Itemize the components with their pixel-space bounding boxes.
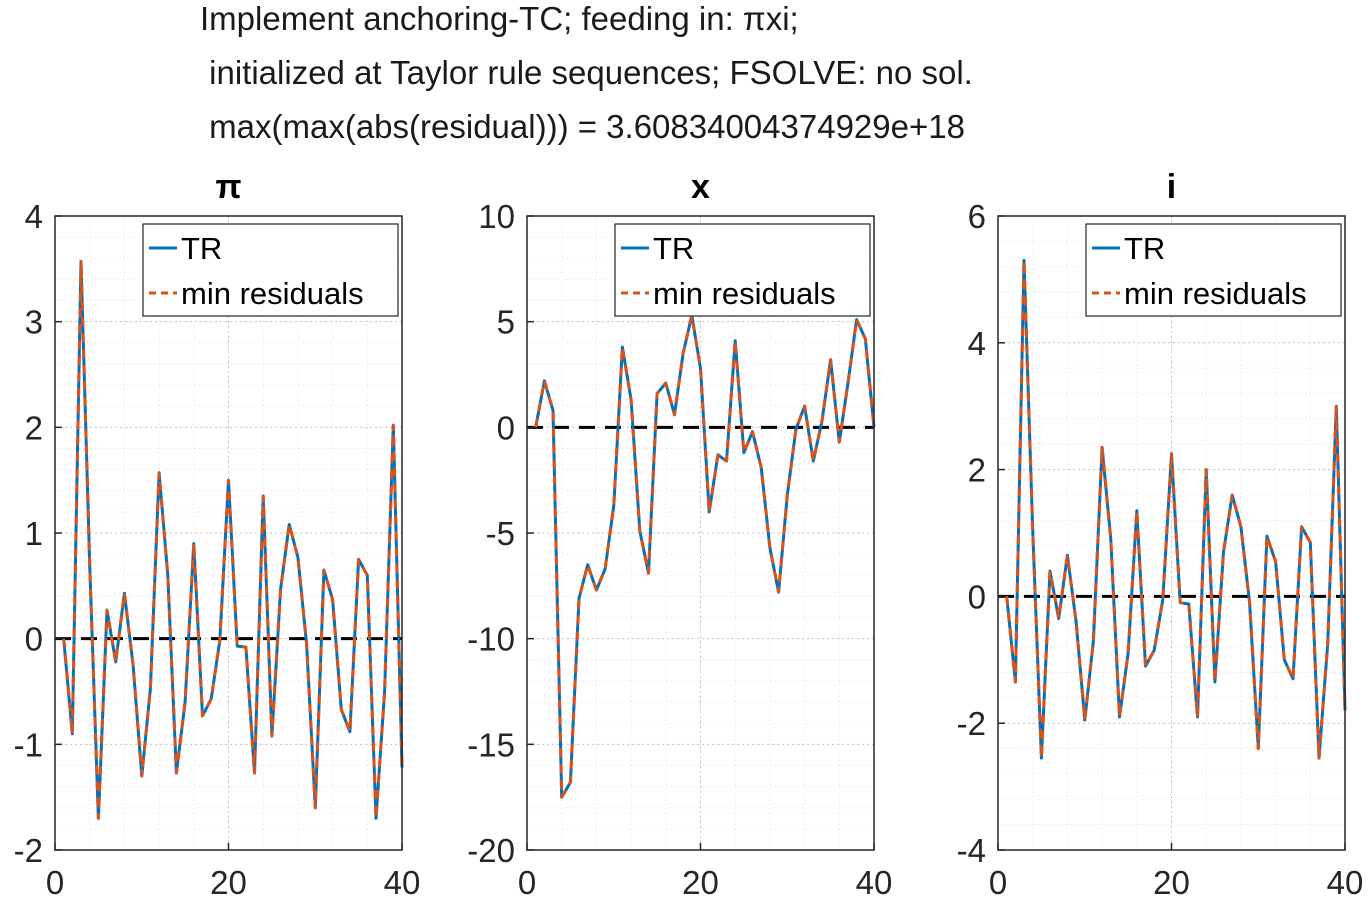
legend-label: TR: [1124, 231, 1165, 266]
x-tick-label: 0: [518, 864, 536, 901]
y-tick-label: 5: [497, 304, 515, 341]
y-tick-label: -4: [957, 832, 986, 869]
suptitle-line-3: max(max(abs(residual))) = 3.608340043749…: [200, 108, 965, 145]
figure-suptitle: Implement anchoring-TC; feeding in: πxi;…: [0, 0, 1368, 160]
y-tick-label: -5: [486, 515, 515, 552]
legend-label: min residuals: [653, 276, 836, 311]
x-tick-label: 40: [1327, 864, 1364, 901]
subplot-1: 0 20 40 -2 -1 0 1 2 3 4 π TR min residuals: [14, 168, 421, 901]
subplot-title: x: [691, 168, 710, 206]
subplot-2: 0 20 40 -20 -15 -10 -5 0 5 10 x TR min residuals: [467, 168, 892, 901]
series-line-tr: [534, 313, 876, 799]
y-tick-label: -10: [467, 621, 515, 658]
legend-box: [1085, 223, 1342, 317]
legend-label: min residuals: [1124, 276, 1307, 311]
y-tick-label: -15: [467, 726, 515, 763]
x-tick-label: 40: [856, 864, 893, 901]
series-line-min-residuals: [534, 313, 876, 799]
legend-label: min residuals: [181, 276, 364, 311]
y-tick-label: 0: [497, 409, 515, 446]
y-tick-label: 2: [968, 452, 986, 489]
legend: TR min residuals: [142, 223, 399, 317]
suptitle-line-1: Implement anchoring-TC; feeding in: πxi;: [200, 0, 799, 37]
suptitle-line-2: initialized at Taylor rule sequences; FS…: [200, 54, 973, 91]
legend-box: [142, 223, 399, 317]
x-tick-label: 20: [210, 864, 247, 901]
y-tick-label: -2: [957, 705, 986, 742]
y-tick-label: 0: [25, 621, 43, 658]
x-tick-label: 20: [1153, 864, 1190, 901]
legend-label: TR: [653, 231, 694, 266]
legend: TR min residuals: [614, 223, 871, 317]
legend-box: [614, 223, 871, 317]
series-line-min-residuals: [62, 259, 404, 820]
y-tick-label: -2: [14, 832, 43, 869]
y-tick-label: 1: [25, 515, 43, 552]
x-tick-label: 20: [682, 864, 719, 901]
legend: TR min residuals: [1085, 223, 1342, 317]
y-tick-label: -1: [14, 726, 43, 763]
y-tick-label: 0: [968, 578, 986, 615]
y-tick-label: -20: [467, 832, 515, 869]
y-tick-label: 10: [478, 198, 515, 235]
series-line-min-residuals: [1005, 258, 1347, 760]
x-tick-label: 0: [46, 864, 64, 901]
legend-label: TR: [181, 231, 222, 266]
y-tick-label: 3: [25, 304, 43, 341]
subplot-3: 0 20 40 -4 -2 0 2 4 6 iTR min residuals: [957, 168, 1364, 901]
subplot-title: π: [215, 168, 241, 206]
y-tick-label: 4: [968, 325, 986, 362]
x-tick-label: 40: [384, 864, 421, 901]
subplot-title: i: [1167, 168, 1176, 206]
y-tick-label: 6: [968, 198, 986, 235]
y-tick-label: 4: [25, 198, 43, 235]
y-tick-label: 2: [25, 409, 43, 446]
x-tick-label: 0: [989, 864, 1007, 901]
